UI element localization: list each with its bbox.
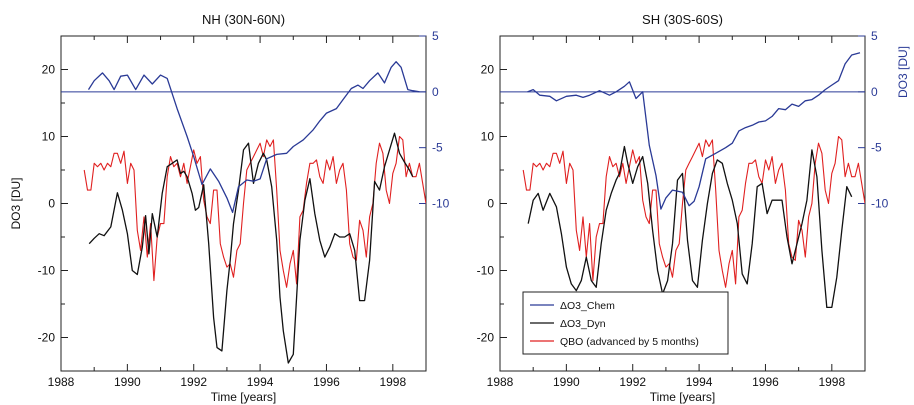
y-tick-label: -20	[38, 331, 56, 345]
x-tick-label: 1994	[247, 375, 274, 389]
y-tick-label: 20	[42, 63, 56, 77]
y-tick-label: 0	[48, 197, 55, 211]
qbo-series-line	[522, 135, 865, 288]
dyn-series-line	[527, 145, 853, 309]
y-tick-label: 10	[481, 130, 495, 144]
qbo-series-line	[83, 135, 426, 288]
x-tick-label: 1994	[686, 375, 713, 389]
x-axis-label: Time [years]	[211, 390, 277, 404]
y-tick-label: 10	[42, 130, 56, 144]
y2-tick-label: 0	[871, 85, 878, 99]
chart-title: SH (30S-60S)	[642, 12, 723, 27]
y2-tick-label: -5	[871, 141, 882, 155]
y2-tick-label: 0	[432, 85, 439, 99]
y-tick-label: 20	[481, 63, 495, 77]
x-tick-label: 1998	[379, 375, 406, 389]
chart-title: NH (30N-60N)	[202, 12, 285, 27]
y2-axis-label: DO3 [DU]	[896, 46, 910, 98]
legend: ΔO3_Chem ΔO3_Dyn QBO (advanced by 5 months…	[522, 291, 729, 355]
y-tick-label: -10	[477, 264, 495, 278]
x-tick-label: 1990	[553, 375, 580, 389]
legend-entry-qbo-label: QBO (advanced by 5 months)	[560, 336, 699, 348]
x-tick-label: 1992	[619, 375, 646, 389]
x-tick-label: 1996	[313, 375, 340, 389]
series-group	[522, 52, 865, 309]
x-tick-label: 1998	[818, 375, 845, 389]
panel-sh: SH (30S-60S) 1988 1990 1992 1994 1996 1998 -20 -…	[477, 12, 910, 404]
chem-series-line	[87, 61, 420, 214]
y2-tick-label: 5	[432, 29, 439, 43]
y2-tick-label: -5	[432, 141, 443, 155]
y-tick-label: 0	[487, 197, 494, 211]
x-tick-label: 1988	[48, 375, 75, 389]
x-tick-label: 1988	[487, 375, 514, 389]
y2-tick-label: 5	[871, 29, 878, 43]
y-tick-label: -10	[38, 264, 56, 278]
legend-entry-chem-label: ΔO3_Chem	[560, 300, 615, 312]
series-group	[83, 61, 426, 364]
y-tick-label: -20	[477, 331, 495, 345]
x-tick-label: 1992	[180, 375, 207, 389]
x-tick-label: 1996	[752, 375, 779, 389]
y2-tick-label: -10	[871, 197, 889, 211]
legend-box	[522, 291, 729, 355]
dyn-series-line	[88, 132, 414, 364]
x-tick-label: 1990	[114, 375, 141, 389]
legend-entry-dyn-label: ΔO3_Dyn	[560, 318, 606, 330]
panel-nh: NH (30N-60N) 1988 1990 1992 1994 1996 1998 -20 -…	[9, 12, 450, 404]
y-axis-label: DO3 [DU]	[9, 177, 23, 229]
chem-series-line	[527, 52, 861, 210]
x-axis-label: Time [years]	[650, 390, 716, 404]
y2-tick-label: -10	[432, 197, 450, 211]
